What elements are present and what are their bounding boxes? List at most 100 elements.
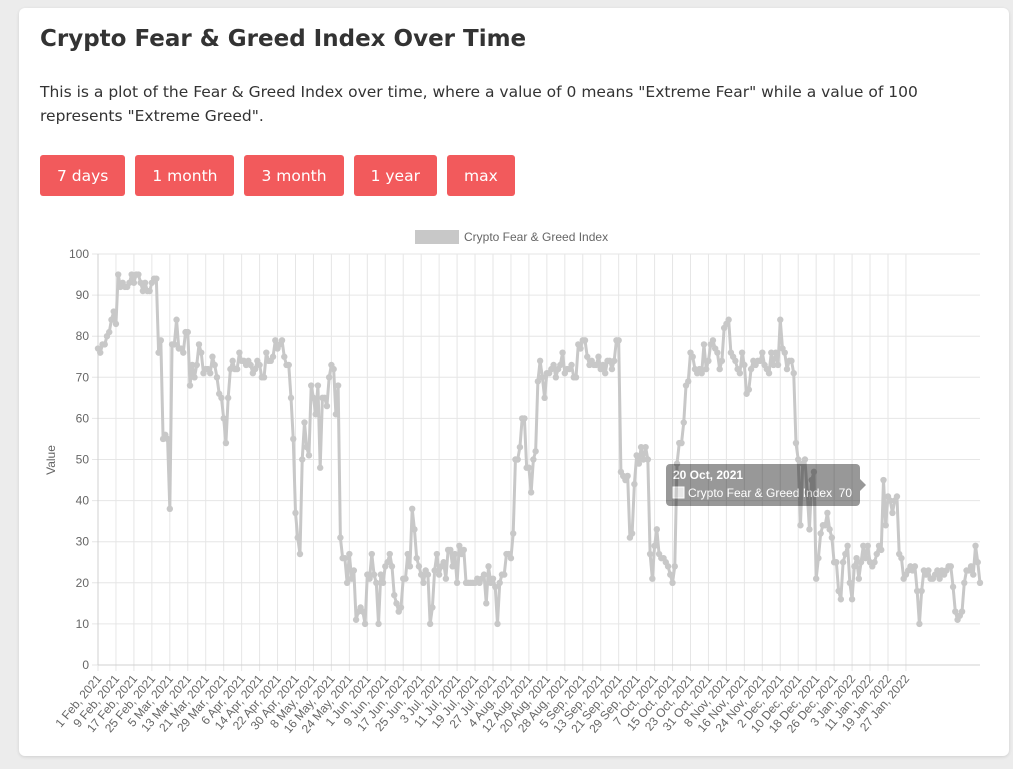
- data-point[interactable]: [559, 349, 566, 356]
- data-point[interactable]: [833, 559, 840, 566]
- data-point[interactable]: [572, 374, 580, 381]
- data-point[interactable]: [186, 382, 194, 389]
- data-point[interactable]: [296, 550, 304, 558]
- data-point[interactable]: [610, 357, 618, 365]
- data-point[interactable]: [844, 542, 851, 550]
- data-point[interactable]: [967, 563, 975, 570]
- data-point[interactable]: [792, 439, 800, 447]
- data-point[interactable]: [408, 505, 416, 513]
- data-point[interactable]: [756, 357, 764, 365]
- data-point[interactable]: [224, 394, 232, 402]
- data-point[interactable]: [718, 357, 726, 365]
- data-point[interactable]: [514, 456, 521, 463]
- data-point[interactable]: [689, 353, 696, 360]
- data-point[interactable]: [314, 382, 322, 389]
- data-point[interactable]: [736, 369, 744, 377]
- data-point[interactable]: [130, 279, 138, 286]
- data-point[interactable]: [386, 550, 393, 558]
- data-point[interactable]: [947, 563, 955, 570]
- data-point[interactable]: [873, 550, 880, 558]
- data-point[interactable]: [384, 559, 391, 566]
- data-point[interactable]: [532, 448, 539, 455]
- data-point[interactable]: [882, 522, 889, 529]
- data-point[interactable]: [806, 526, 813, 533]
- data-point[interactable]: [341, 554, 349, 562]
- data-point[interactable]: [602, 369, 609, 377]
- data-point[interactable]: [330, 365, 337, 373]
- data-point[interactable]: [368, 550, 376, 558]
- data-point[interactable]: [949, 583, 957, 591]
- data-point[interactable]: [557, 361, 564, 369]
- data-point[interactable]: [635, 460, 643, 467]
- data-point[interactable]: [417, 571, 425, 578]
- data-point[interactable]: [817, 530, 824, 537]
- data-point[interactable]: [839, 559, 847, 566]
- data-point[interactable]: [878, 546, 885, 554]
- data-point[interactable]: [821, 522, 829, 529]
- data-point[interactable]: [788, 357, 795, 365]
- data-point[interactable]: [343, 579, 351, 586]
- chart-legend[interactable]: Crypto Fear & Greed Index: [415, 230, 608, 244]
- data-point[interactable]: [361, 620, 369, 628]
- data-point[interactable]: [640, 456, 647, 463]
- data-point[interactable]: [828, 534, 836, 541]
- data-point[interactable]: [516, 443, 524, 451]
- data-point[interactable]: [702, 365, 710, 373]
- data-point[interactable]: [406, 563, 414, 570]
- data-point[interactable]: [783, 365, 791, 373]
- data-point[interactable]: [388, 563, 396, 570]
- data-point[interactable]: [501, 571, 508, 578]
- data-point[interactable]: [952, 608, 959, 615]
- data-point[interactable]: [281, 353, 288, 360]
- data-point[interactable]: [700, 341, 708, 348]
- data-point[interactable]: [494, 620, 501, 628]
- data-point[interactable]: [673, 460, 681, 467]
- data-point[interactable]: [198, 349, 205, 356]
- data-point[interactable]: [974, 559, 981, 566]
- data-point[interactable]: [173, 316, 180, 323]
- data-point[interactable]: [426, 620, 434, 628]
- data-point[interactable]: [581, 337, 589, 344]
- data-point[interactable]: [848, 596, 856, 603]
- data-point[interactable]: [774, 361, 782, 369]
- data-point[interactable]: [936, 575, 943, 582]
- data-point[interactable]: [810, 468, 818, 476]
- data-point[interactable]: [433, 550, 441, 558]
- data-point[interactable]: [155, 349, 162, 356]
- data-point[interactable]: [213, 374, 221, 381]
- data-point[interactable]: [568, 361, 575, 369]
- data-point[interactable]: [759, 349, 766, 356]
- data-point[interactable]: [826, 526, 833, 533]
- data-point[interactable]: [976, 579, 984, 586]
- data-point[interactable]: [527, 489, 535, 496]
- data-point[interactable]: [164, 435, 171, 443]
- data-point[interactable]: [287, 394, 295, 402]
- data-point[interactable]: [415, 563, 423, 570]
- data-point[interactable]: [790, 369, 797, 377]
- data-point[interactable]: [880, 476, 887, 484]
- data-point[interactable]: [642, 443, 649, 451]
- data-point[interactable]: [305, 452, 313, 459]
- data-point[interactable]: [321, 394, 328, 402]
- data-point[interactable]: [633, 452, 640, 459]
- data-point[interactable]: [316, 464, 324, 471]
- data-point[interactable]: [110, 308, 117, 315]
- data-point[interactable]: [624, 472, 631, 480]
- data-point[interactable]: [970, 571, 977, 578]
- data-point[interactable]: [290, 435, 297, 443]
- data-point[interactable]: [824, 509, 831, 517]
- range-button-3-month[interactable]: 3 month: [244, 155, 344, 196]
- data-point[interactable]: [227, 365, 234, 373]
- data-point[interactable]: [325, 374, 333, 381]
- data-point[interactable]: [889, 509, 896, 517]
- data-point[interactable]: [772, 349, 779, 356]
- data-point[interactable]: [864, 542, 871, 550]
- data-point[interactable]: [404, 550, 411, 558]
- data-point[interactable]: [435, 571, 443, 578]
- data-point[interactable]: [233, 365, 241, 373]
- data-point[interactable]: [492, 583, 499, 591]
- data-point[interactable]: [397, 604, 405, 611]
- data-point[interactable]: [375, 620, 382, 628]
- data-point[interactable]: [709, 337, 717, 344]
- data-point[interactable]: [299, 456, 306, 463]
